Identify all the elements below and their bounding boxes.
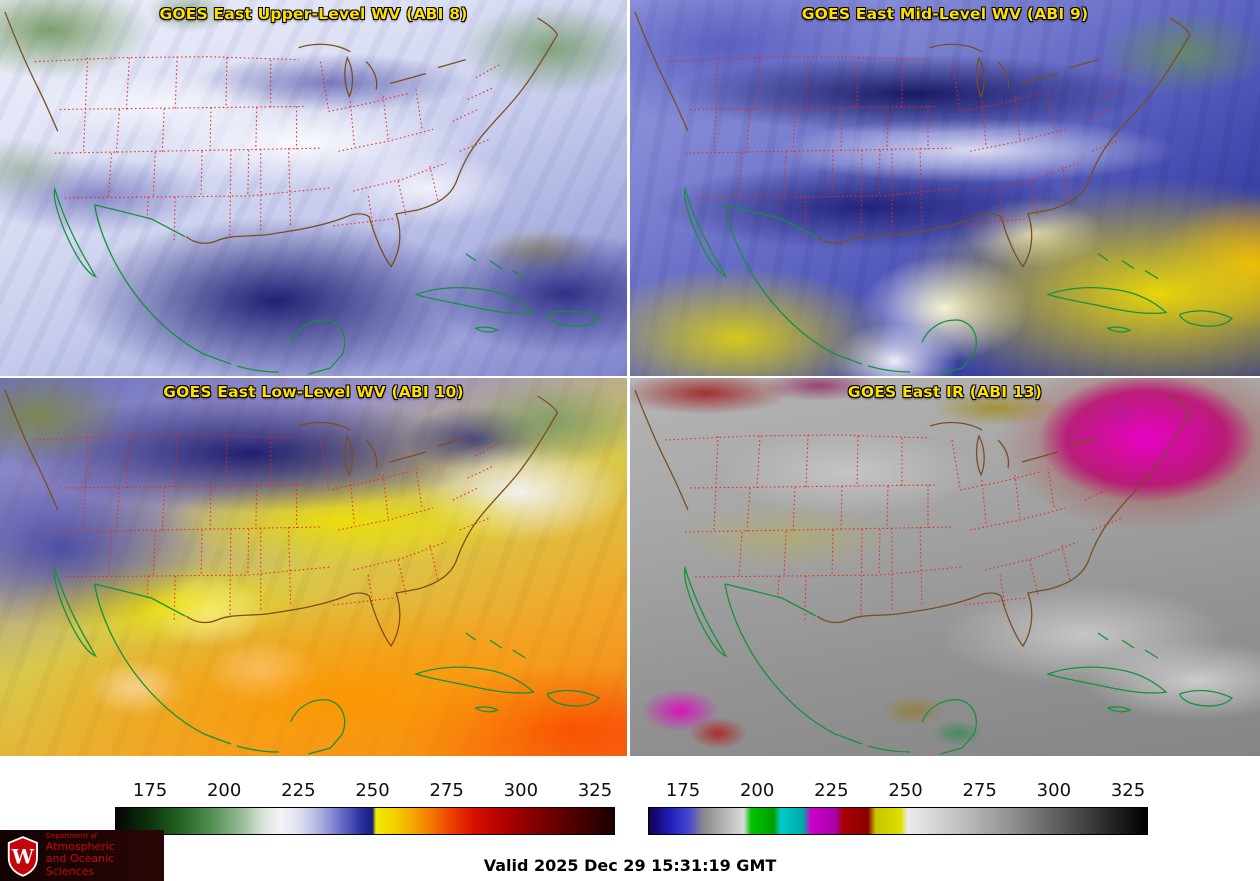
wv-colorbar-ticks: 175 200 225 250 275 300 325: [115, 778, 615, 804]
ir-colorbar-ticks: 175 200 225 250 275 300 325: [648, 778, 1148, 804]
crest-monogram: W: [11, 844, 35, 868]
wv-colorbar-gradient: [115, 807, 615, 835]
panel-title-abi9: GOES East Mid-Level WV (ABI 9): [801, 5, 1089, 23]
tick-label: 300: [1036, 780, 1072, 801]
panel-mid-level-wv: GOES East Mid-Level WV (ABI 9): [630, 0, 1260, 378]
tick-label: 200: [206, 780, 242, 801]
uw-crest-icon: W: [7, 835, 38, 877]
map-boundaries-overlay: [630, 0, 1260, 376]
tick-label: 325: [577, 780, 613, 801]
aos-department-logo: W Department of Atmospheric and Oceanic …: [0, 830, 164, 881]
logo-text: Department of Atmospheric and Oceanic Sc…: [45, 832, 159, 878]
tick-label: 225: [814, 780, 849, 801]
logo-line-oceanic: and Oceanic Sciences: [45, 852, 115, 878]
tick-label: 250: [888, 780, 923, 801]
tick-label: 250: [355, 780, 390, 801]
panel-upper-level-wv: GOES East Upper-Level WV (ABI 8): [0, 0, 630, 378]
panel-grid: GOES East Upper-Level WV (ABI 8) GOES Ea…: [0, 0, 1260, 756]
panel-title-abi8: GOES East Upper-Level WV (ABI 8): [159, 5, 468, 23]
tick-label: 175: [132, 780, 168, 801]
map-boundaries-overlay: [630, 378, 1260, 756]
logo-line-atmospheric: Atmospheric: [45, 839, 115, 853]
tick-label: 175: [665, 780, 701, 801]
valid-time: Valid 2025 Dec 29 15:31:19 GMT: [483, 856, 777, 875]
tick-label: 325: [1110, 780, 1146, 801]
panel-title-abi10: GOES East Low-Level WV (ABI 10): [163, 383, 464, 401]
tick-label: 200: [739, 780, 775, 801]
map-boundaries-overlay: [0, 378, 627, 756]
tick-label: 300: [503, 780, 539, 801]
ir-colorbar-gradient: [648, 807, 1148, 835]
tick-label: 275: [962, 780, 997, 801]
panel-ir: GOES East IR (ABI 13): [630, 378, 1260, 756]
ir-colorbar: 175 200 225 250 275 300 325: [648, 778, 1148, 840]
wv-colorbar: 175 200 225 250 275 300 325: [115, 778, 615, 840]
footer: 175 200 225 250 275 300 325 175 200 225 …: [0, 756, 1260, 881]
tick-label: 225: [281, 780, 316, 801]
logo-line-department: Department of: [45, 832, 98, 841]
map-boundaries-overlay: [0, 0, 627, 376]
tick-label: 275: [429, 780, 464, 801]
panel-low-level-wv: GOES East Low-Level WV (ABI 10): [0, 378, 630, 756]
panel-title-abi13: GOES East IR (ABI 13): [847, 383, 1043, 401]
